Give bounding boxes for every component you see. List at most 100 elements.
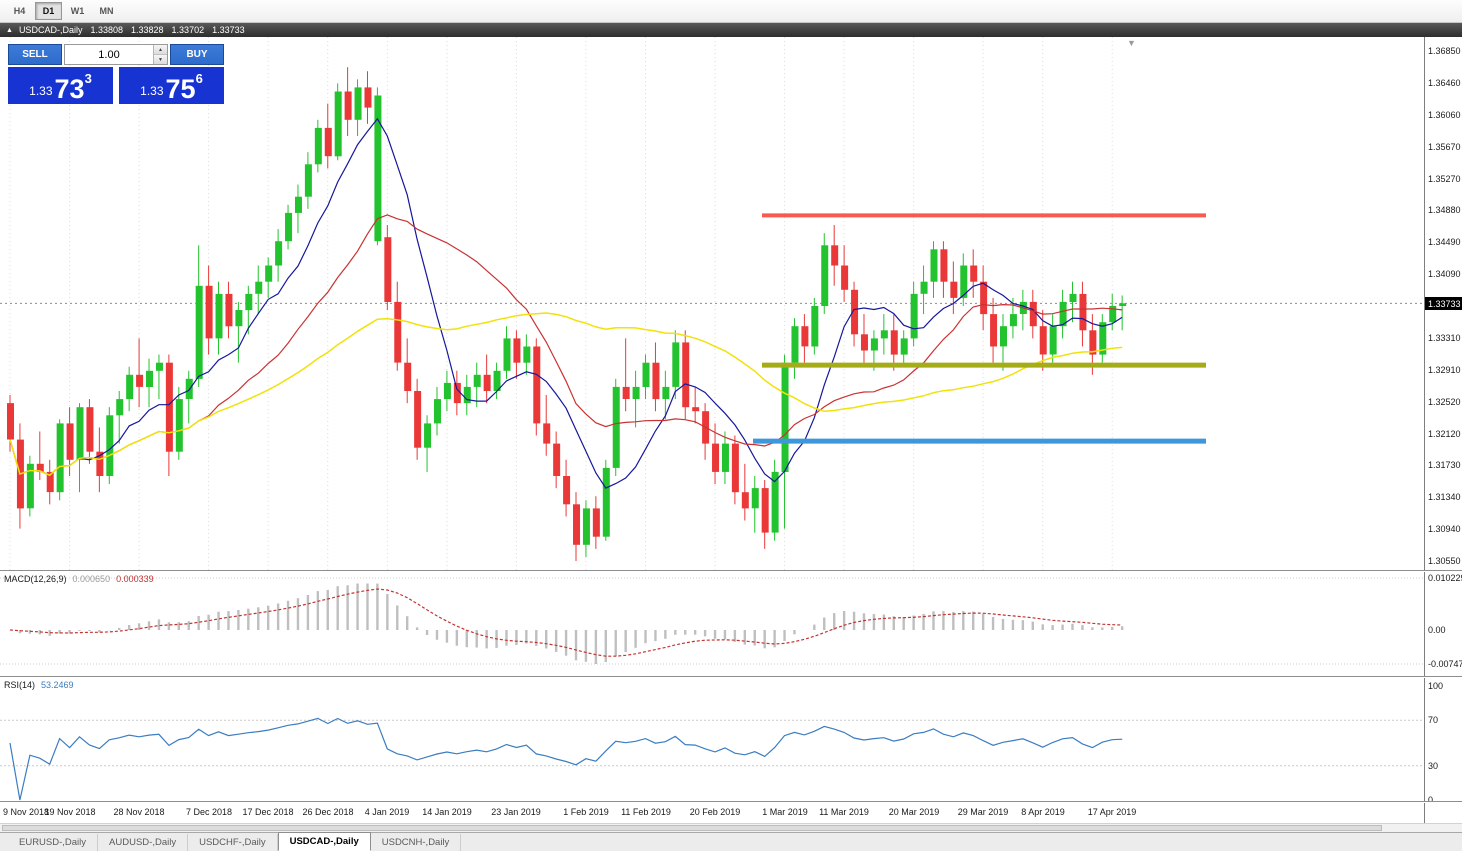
rsi-line xyxy=(9,717,1123,801)
chart-symbol-title: USDCAD-,Daily xyxy=(18,25,83,35)
sell-price-pips: 73 xyxy=(54,73,85,104)
date-axis-label: 20 Mar 2019 xyxy=(888,807,940,817)
volume-spinner: ▲ ▼ xyxy=(153,45,167,64)
date-axis-label: 9 Nov 2018 xyxy=(3,807,50,817)
ohlc-open: 1.33808 xyxy=(90,25,123,35)
buy-price-point: 6 xyxy=(195,71,203,86)
date-axis-label: 23 Jan 2019 xyxy=(491,807,541,817)
panel-separator[interactable] xyxy=(0,570,1462,572)
one-click-trading-panel: SELL 1.00 ▲ ▼ BUY 1.33 73 3 1.33 75 6 xyxy=(8,44,224,104)
macd-grid xyxy=(0,577,1424,665)
price-scale-label: 1.30940 xyxy=(1428,524,1461,534)
buy-price-big-figure: 1.33 xyxy=(140,84,164,98)
price-scale-label: 1.35270 xyxy=(1428,174,1461,184)
rsi-scale-label: 100 xyxy=(1428,681,1444,691)
sell-button[interactable]: SELL xyxy=(8,44,62,65)
chart-tab-usdcnh[interactable]: USDCNH-,Daily xyxy=(371,834,462,851)
horizontal-scrollbar[interactable] xyxy=(0,823,1462,832)
date-axis-label: 17 Dec 2018 xyxy=(242,807,294,817)
macd-histogram xyxy=(18,583,1124,664)
price-scale-label: 1.32120 xyxy=(1428,429,1461,439)
price-scale-label: 1.32910 xyxy=(1428,365,1461,375)
timeframe-button-h4[interactable]: H4 xyxy=(13,6,26,16)
ohlc-high: 1.33828 xyxy=(131,25,164,35)
timeframe-button-w1[interactable]: W1 xyxy=(70,6,85,16)
moving-averages xyxy=(9,117,1123,489)
macd-scale-label: -0.007477 xyxy=(1428,659,1462,669)
volume-value[interactable]: 1.00 xyxy=(98,48,120,61)
volume-up-icon[interactable]: ▲ xyxy=(154,45,167,55)
chart-tab-eurusd[interactable]: EURUSD-,Daily xyxy=(8,834,99,851)
price-scale-label: 1.33310 xyxy=(1428,333,1461,343)
date-axis-label: 28 Nov 2018 xyxy=(113,807,165,817)
date-axis-label: 17 Apr 2019 xyxy=(1087,807,1137,817)
date-axis-label: 1 Feb 2019 xyxy=(563,807,609,817)
date-axis: 9 Nov 2018 19 Nov 2018 28 Nov 2018 7 Dec 20… xyxy=(0,803,1424,822)
autoscroll-marker-icon[interactable]: ▼ xyxy=(1127,38,1136,48)
chart-tab-audusd[interactable]: AUDUSD-,Daily xyxy=(98,834,189,851)
price-scale-label: 1.34880 xyxy=(1428,205,1461,215)
current-price-badge: 1.33733 xyxy=(1425,297,1462,310)
rsi-chart[interactable] xyxy=(0,678,1424,801)
panel-separator xyxy=(0,801,1462,803)
ohlc-close: 1.33733 xyxy=(212,25,245,35)
date-axis-label: 8 Apr 2019 xyxy=(1021,807,1065,817)
rsi-name: RSI(14) xyxy=(4,680,36,690)
buy-button[interactable]: BUY xyxy=(170,44,224,65)
price-scale-label: 1.36850 xyxy=(1428,46,1461,56)
candlestick-chart[interactable] xyxy=(0,37,1424,570)
ohlc-low: 1.33702 xyxy=(171,25,205,35)
rsi-level-lines xyxy=(0,719,1424,767)
macd-signal-value: 0.000339 xyxy=(116,574,154,584)
buy-price-box[interactable]: 1.33 75 6 xyxy=(119,67,224,104)
sell-price-box[interactable]: 1.33 73 3 xyxy=(8,67,113,104)
price-scale-label: 1.34490 xyxy=(1428,237,1461,247)
date-axis-label: 7 Dec 2018 xyxy=(185,807,233,817)
timeframe-button-mn[interactable]: MN xyxy=(99,6,114,16)
macd-panel[interactable]: MACD(12,26,9) 0.000650 0.000339 xyxy=(0,572,1424,676)
macd-scale-label: 0.010229 xyxy=(1428,573,1462,583)
price-scale-label: 1.36460 xyxy=(1428,78,1461,88)
price-scale-label: 1.35670 xyxy=(1428,142,1461,152)
macd-label: MACD(12,26,9) 0.000650 0.000339 xyxy=(4,574,160,584)
scrollbar-thumb[interactable] xyxy=(2,825,1382,831)
chart-tab-usdchf[interactable]: USDCHF-,Daily xyxy=(188,834,278,851)
date-axis-label: 11 Mar 2019 xyxy=(819,807,869,817)
date-axis-label: 11 Feb 2019 xyxy=(621,807,671,817)
timeframe-toolbar: H4 D1 W1 MN xyxy=(0,0,1462,23)
price-scale[interactable]: 1.33733 1.36850 1.36460 1.36060 1.35670 1.35… xyxy=(1424,37,1462,823)
macd-signal-line xyxy=(9,588,1123,657)
macd-value: 0.000650 xyxy=(72,574,111,584)
date-axis-label: 20 Feb 2019 xyxy=(689,807,741,817)
price-scale-label: 1.36060 xyxy=(1428,110,1461,120)
sell-price-big-figure: 1.33 xyxy=(29,84,53,98)
macd-scale-label: 0.00 xyxy=(1428,625,1446,635)
rsi-scale-label: 30 xyxy=(1428,761,1439,771)
panel-separator[interactable] xyxy=(0,676,1462,678)
price-scale-label: 1.34090 xyxy=(1428,269,1461,279)
rsi-value: 53.2469 xyxy=(41,680,74,690)
macd-chart[interactable] xyxy=(0,572,1424,676)
date-axis-label: 29 Mar 2019 xyxy=(957,807,1009,817)
date-axis-label: 1 Mar 2019 xyxy=(762,807,808,817)
chart-tab-usdcad[interactable]: USDCAD-,Daily xyxy=(277,832,371,851)
timeframe-button-d1[interactable]: D1 xyxy=(35,2,62,20)
date-axis-label: 4 Jan 2019 xyxy=(364,807,410,817)
date-axis-label: 19 Nov 2018 xyxy=(44,807,96,817)
volume-field[interactable]: 1.00 ▲ ▼ xyxy=(64,44,168,65)
trendlines xyxy=(753,213,1206,444)
price-scale-label: 1.32520 xyxy=(1428,397,1461,407)
price-scale-label: 1.31340 xyxy=(1428,492,1461,502)
chart-title-bar: ▲ USDCAD-,Daily 1.33808 1.33828 1.33702 … xyxy=(0,23,1462,37)
rsi-scale-label: 70 xyxy=(1428,715,1439,725)
macd-name: MACD(12,26,9) xyxy=(4,574,67,584)
main-chart-panel[interactable]: ▼ SELL 1.00 ▲ ▼ BUY 1.33 73 3 1.33 75 6 xyxy=(0,37,1424,570)
sell-price-point: 3 xyxy=(84,71,92,86)
rsi-label: RSI(14) 53.2469 xyxy=(4,680,80,690)
price-scale-label: 1.31730 xyxy=(1428,460,1461,470)
price-scale-label: 1.30550 xyxy=(1428,556,1461,566)
chart-collapse-icon[interactable]: ▲ xyxy=(6,26,13,34)
volume-down-icon[interactable]: ▼ xyxy=(154,55,167,64)
rsi-panel[interactable]: RSI(14) 53.2469 xyxy=(0,678,1424,801)
date-axis-label: 14 Jan 2019 xyxy=(422,807,472,817)
